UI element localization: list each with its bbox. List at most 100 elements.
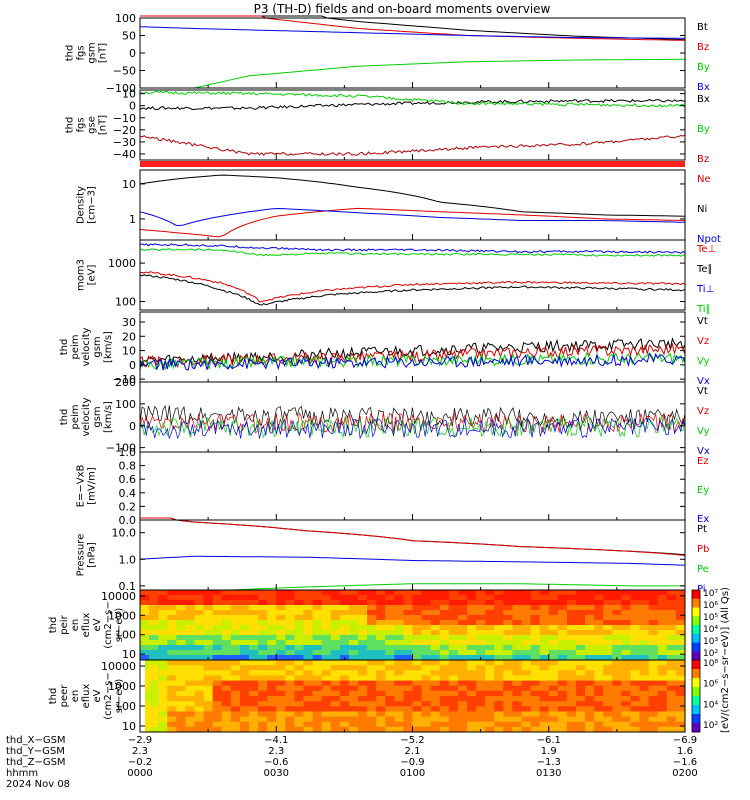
heatmap-cell	[576, 711, 586, 718]
heatmap-cell	[339, 685, 350, 692]
heatmap-cell	[539, 706, 550, 712]
heatmap-cell	[503, 665, 513, 671]
heatmap-cell	[303, 595, 314, 601]
series-line-Te∥	[139, 274, 686, 306]
heatmap-cell	[512, 685, 522, 692]
heatmap-cell	[612, 701, 622, 707]
heatmap-cell	[149, 721, 159, 728]
heatmap-cell	[576, 690, 586, 697]
heatmap-cell	[149, 630, 159, 636]
heatmap-cell	[530, 650, 541, 656]
heatmap-cell	[294, 635, 304, 641]
heatmap-cell	[194, 685, 205, 692]
heatmap-cell	[339, 696, 350, 702]
heatmap-cell	[494, 680, 504, 687]
heatmap-cell	[639, 675, 650, 682]
heatmap-cell	[503, 685, 513, 692]
heatmap-cell	[285, 670, 295, 676]
heatmap-cell	[621, 655, 631, 661]
x-tick-value: 2.3	[268, 746, 284, 757]
heatmap-cell	[657, 670, 668, 676]
heatmap-cell	[594, 590, 604, 596]
heatmap-cell	[285, 635, 295, 641]
series-line-Bx	[139, 26, 685, 39]
heatmap-cell	[467, 605, 477, 611]
heatmap-cell	[648, 660, 659, 666]
heatmap-cell	[457, 605, 468, 611]
heatmap-cell	[576, 595, 586, 601]
heatmap-cell	[267, 721, 277, 728]
heatmap-cell	[158, 635, 168, 641]
heatmap-cell	[448, 701, 459, 707]
heatmap-cell	[621, 640, 631, 646]
heatmap-cell	[512, 675, 522, 682]
heatmap-cell	[467, 660, 477, 666]
heatmap-cell	[503, 670, 513, 676]
heatmap-cell	[167, 665, 177, 671]
y-axis-label-line: gsm	[87, 42, 98, 63]
heatmap-cell	[530, 640, 541, 646]
heatmap-cell	[249, 701, 259, 707]
heatmap-cell	[394, 665, 404, 671]
y-axis-label-line: Pressure	[76, 534, 87, 577]
heatmap-cell	[403, 685, 413, 692]
heatmap-cell	[421, 620, 432, 626]
heatmap-cell	[485, 701, 495, 707]
heatmap-cell	[167, 680, 177, 687]
heatmap-cell	[539, 701, 550, 707]
heatmap-cell	[312, 726, 323, 733]
heatmap-cell	[457, 600, 468, 606]
heatmap-cell	[476, 675, 486, 682]
heatmap-cell	[176, 620, 186, 626]
heatmap-cell	[639, 595, 650, 601]
heatmap-cell	[249, 615, 259, 621]
heatmap-cell	[176, 670, 186, 676]
heatmap-cell	[548, 696, 559, 702]
heatmap-cell	[140, 630, 150, 636]
heatmap-cell	[212, 721, 223, 728]
heatmap-cell	[367, 645, 377, 651]
heatmap-cell	[503, 605, 513, 611]
heatmap-cell	[358, 610, 368, 616]
heatmap-cell	[639, 685, 650, 692]
heatmap-cell	[285, 600, 295, 606]
heatmap-cell	[312, 665, 323, 671]
heatmap-cell	[358, 701, 368, 707]
heatmap-cell	[539, 726, 550, 733]
heatmap-cell	[603, 711, 613, 718]
heatmap-cell	[239, 620, 250, 626]
heatmap-cell	[376, 706, 386, 712]
heatmap-cell	[657, 701, 668, 707]
heatmap-cell	[394, 675, 404, 682]
heatmap-cell	[476, 635, 486, 641]
heatmap-cell	[239, 670, 250, 676]
heatmap-cell	[403, 590, 413, 596]
heatmap-cell	[294, 701, 304, 707]
heatmap-cell	[430, 665, 441, 671]
heatmap-cell	[594, 726, 604, 733]
legend-entry-By: By	[697, 124, 710, 135]
heatmap-cell	[303, 726, 314, 733]
heatmap-cell	[548, 690, 559, 697]
y-axis-label: thdpeirenefluxeV(cm2−s−sr−eV)	[48, 601, 125, 648]
heatmap-cell	[303, 716, 314, 723]
heatmap-cell	[485, 706, 495, 712]
heatmap-cell	[330, 605, 341, 611]
heatmap-cell	[239, 600, 250, 606]
heatmap-cell	[367, 655, 377, 661]
heatmap-cell	[521, 696, 532, 702]
heatmap-cell	[648, 595, 659, 601]
heatmap-cell	[330, 635, 341, 641]
heatmap-cell	[594, 640, 604, 646]
x-tick-value: −0.9	[400, 757, 424, 768]
y-tick-label: 20	[122, 330, 136, 343]
y-tick-label: −50	[113, 65, 136, 78]
heatmap-cell	[448, 630, 459, 636]
y-tick-label: −100	[106, 442, 136, 455]
heatmap-cell	[467, 635, 477, 641]
heatmap-cell	[258, 726, 268, 733]
heatmap-cell	[675, 721, 686, 728]
heatmap-cell	[530, 665, 541, 671]
heatmap-cell	[203, 610, 214, 616]
y-axis-label-line: thd	[48, 688, 59, 705]
